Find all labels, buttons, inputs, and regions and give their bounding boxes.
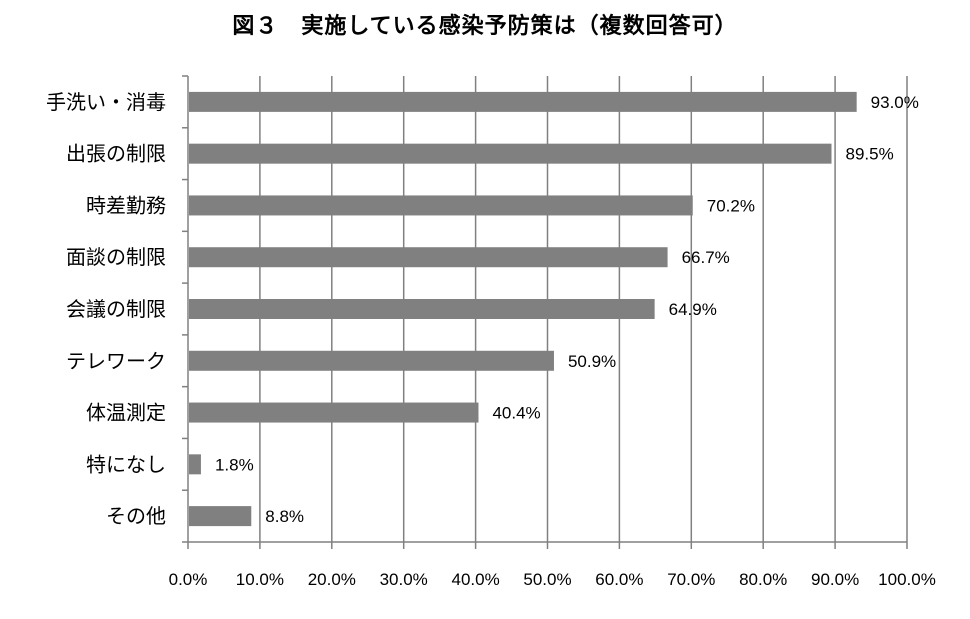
value-label: 89.5% bbox=[846, 145, 894, 164]
category-label: 体温測定 bbox=[86, 401, 166, 425]
labels: 0.0% 10.0% 20.0% 30.0% 40.0% 50.0% 60.0% 70.0% 8… bbox=[46, 90, 936, 589]
category-label: 出張の制限 bbox=[66, 142, 166, 166]
bar bbox=[189, 143, 832, 164]
category-label: 時差勤務 bbox=[86, 193, 166, 217]
category-label: 面談の制限 bbox=[66, 245, 166, 269]
chart-title: 図３ 実施している感染予防策は（複数回答可） bbox=[232, 14, 738, 39]
x-tick-label: 70.0% bbox=[667, 570, 715, 589]
bar bbox=[189, 454, 201, 475]
value-label: 64.9% bbox=[669, 300, 717, 319]
category-label: その他 bbox=[106, 504, 166, 528]
bar bbox=[189, 195, 693, 216]
x-tick-label: 60.0% bbox=[595, 570, 643, 589]
bars bbox=[189, 91, 857, 527]
x-tick-label: 20.0% bbox=[308, 570, 356, 589]
axes bbox=[182, 75, 908, 549]
bar bbox=[189, 91, 857, 112]
value-label: 93.0% bbox=[871, 93, 919, 112]
bar bbox=[189, 299, 655, 319]
value-label: 70.2% bbox=[707, 196, 755, 215]
x-tick-label: 50.0% bbox=[523, 570, 571, 589]
x-tick-label: 0.0% bbox=[169, 570, 208, 589]
x-tick-label: 80.0% bbox=[739, 570, 787, 589]
x-tick-label: 90.0% bbox=[811, 570, 859, 589]
bar bbox=[189, 247, 668, 268]
category-label: テレワーク bbox=[66, 349, 166, 373]
x-tick-label: 40.0% bbox=[451, 570, 499, 589]
value-label: 40.4% bbox=[492, 404, 540, 423]
x-tick-label: 30.0% bbox=[380, 570, 428, 589]
value-label: 66.7% bbox=[682, 248, 730, 267]
category-label: 会議の制限 bbox=[66, 297, 166, 321]
value-label: 1.8% bbox=[215, 455, 254, 474]
category-label: 特になし bbox=[86, 452, 166, 476]
x-tick-label: 10.0% bbox=[236, 570, 284, 589]
bar bbox=[189, 402, 479, 423]
bar bbox=[189, 350, 554, 371]
category-label: 手洗い・消毒 bbox=[46, 90, 166, 114]
x-tick-label: 100.0% bbox=[878, 570, 936, 589]
bar bbox=[189, 506, 252, 527]
value-label: 50.9% bbox=[568, 352, 616, 371]
value-label: 8.8% bbox=[265, 507, 304, 526]
